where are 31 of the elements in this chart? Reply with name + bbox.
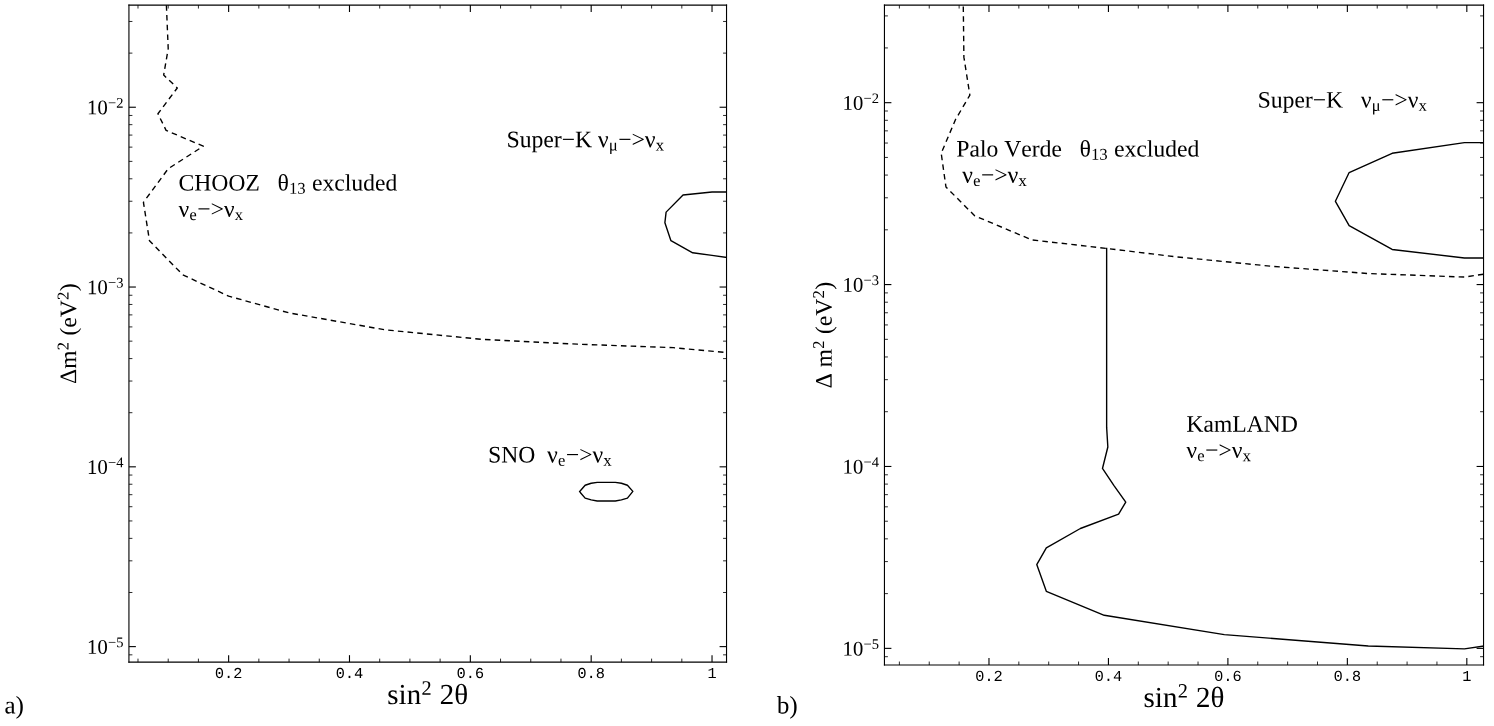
text: CHOOZ θ$_{13}$ excluded ν$_{e}$−>ν$_{x}$: [178, 174, 397, 221]
x-tick-label: 0.2: [976, 670, 1002, 682]
annotation: SNO ν$_{e}$−>ν$_{x}$: [489, 446, 612, 466]
y-tick-label: 10$^{−5}$: [844, 639, 879, 656]
x-tick-label: 0.8: [578, 667, 604, 679]
x-tick-label: 1: [708, 667, 716, 679]
y-tick-label: 10$^{−4}$: [88, 457, 124, 475]
y-tick-label: 10$^{−3}$: [88, 277, 123, 295]
y-tick-label: 10$^{−2}$: [844, 93, 879, 111]
line-series: [579, 481, 634, 502]
x-tick-label: 0.4: [336, 667, 363, 679]
x-tick-label: 0.8: [1334, 670, 1361, 682]
text: Palo Verde θ$_{13}$ excluded ν$_{e}$−>ν$_{x}$: [957, 140, 1200, 187]
annotation: Super−K ν$_{μ}$−>ν$_{x}$: [508, 131, 664, 154]
x-axis-title: sin$^{2}$ 2θ: [388, 681, 467, 705]
y-tick-label: 10$^{−5}$: [88, 637, 123, 655]
x-tick-label: 0.6: [457, 667, 484, 679]
annotation: KamLAND ν$_{e}$−>ν$_{x}$: [1186, 416, 1297, 462]
x-tick-label: 0.2: [215, 667, 242, 679]
x-tick-label: 1: [1463, 670, 1471, 681]
annotation: Super−K ν$_{μ}$−>ν$_{x}$: [1259, 91, 1427, 115]
y-tick-label: 10$^{−2}$: [88, 98, 123, 115]
text: b): [776, 696, 797, 719]
x-tick-label: 0.6: [1215, 670, 1241, 682]
y-axis-title: Δm$^{2}$ (eV$^{2}$): [57, 284, 82, 384]
y-axis-title: Δ m$^{2}$ (eV$^{2}$): [813, 282, 837, 388]
x-axis-title: sin$^{2}$ 2θ: [1144, 684, 1224, 708]
y-tick-label: 10$^{−3}$: [844, 275, 879, 292]
y-tick-label: 10$^{−4}$: [844, 457, 879, 474]
x-tick-label: 0.4: [1095, 670, 1122, 682]
text: a): [5, 696, 23, 719]
